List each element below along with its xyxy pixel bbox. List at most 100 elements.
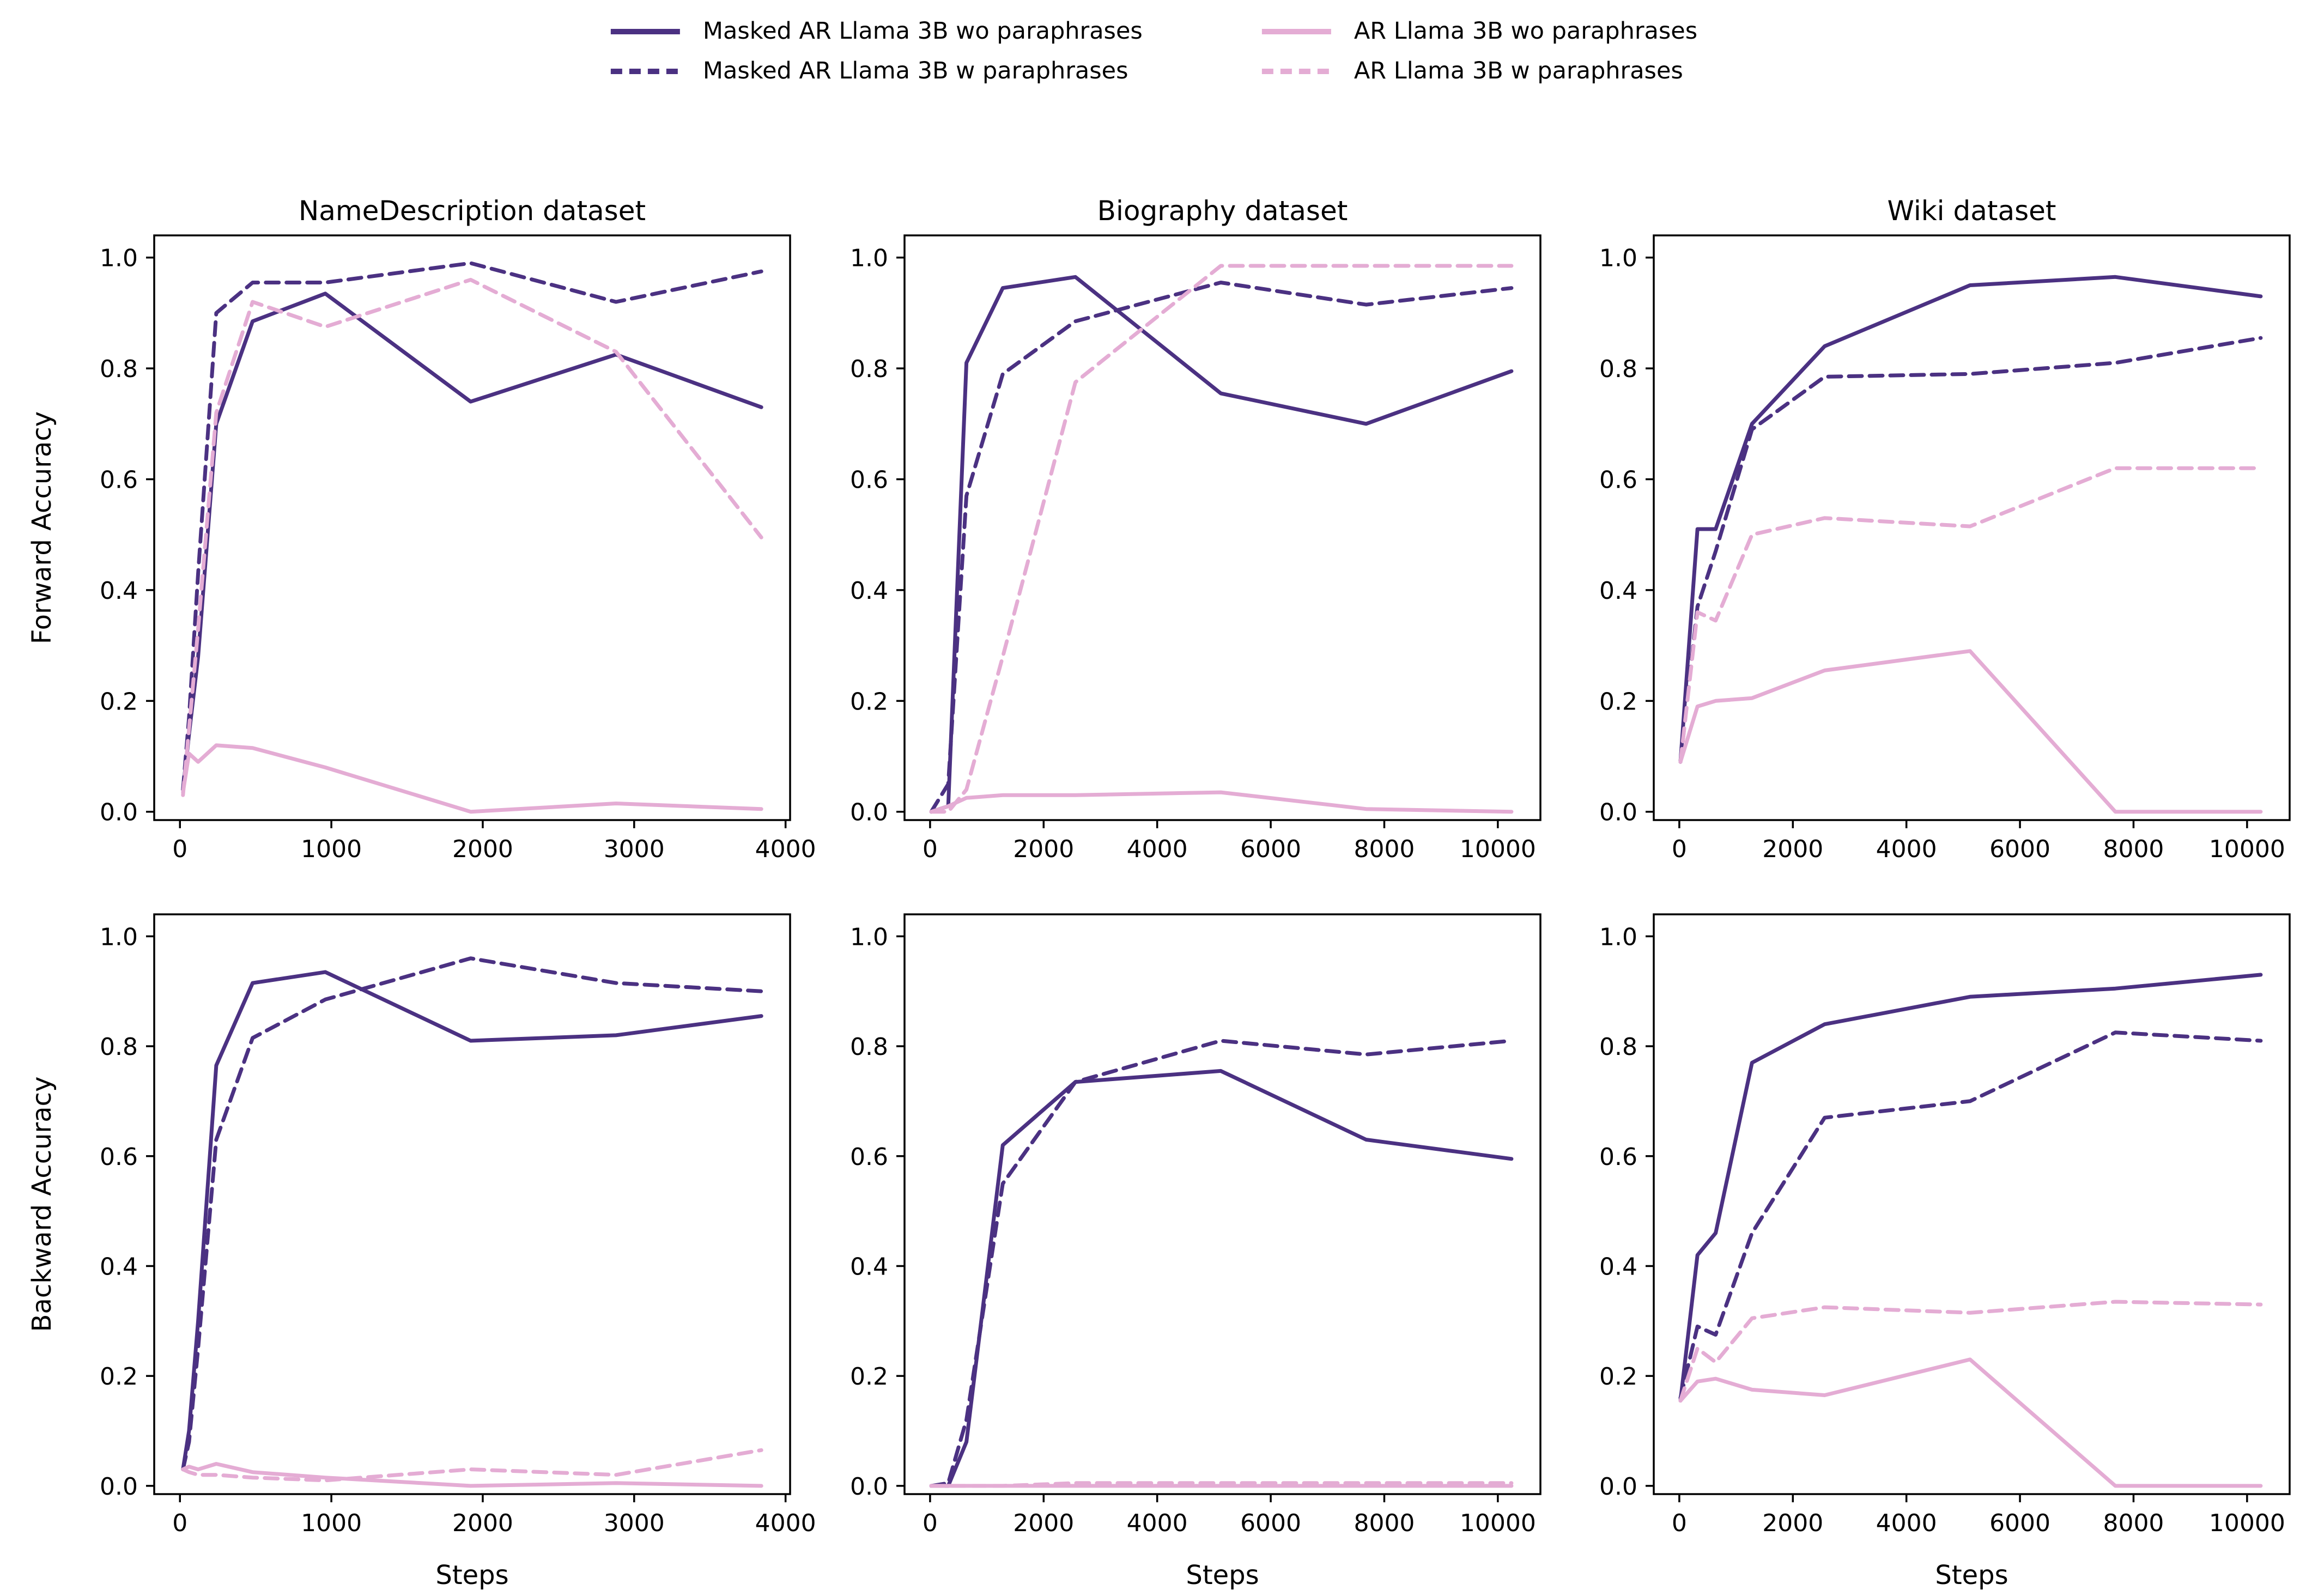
plot-area <box>1678 973 2263 1488</box>
series-line-masked_wo <box>1678 973 2263 1403</box>
x-axis-label: Steps <box>1935 1560 2008 1591</box>
axes-frame <box>903 913 1542 1495</box>
x-tick-label: 8000 <box>2103 835 2164 863</box>
x-tick-label: 4000 <box>755 1509 816 1537</box>
y-tick-label: 0.2 <box>1599 688 1637 715</box>
axes-frame <box>1653 234 2291 821</box>
legend-entry-ar-wo: AR Llama 3B wo paraphrases <box>1260 18 1697 44</box>
y-tick-label: 1.0 <box>100 923 138 951</box>
legend-label: Masked AR Llama 3B wo paraphrases <box>702 17 1143 45</box>
x-tick-label: 2000 <box>452 1509 513 1537</box>
y-tick-label: 0.6 <box>1599 466 1637 494</box>
series-line-masked_w <box>1678 1030 2263 1400</box>
y-tick-label: 0.0 <box>100 799 138 827</box>
x-tick-label: 3000 <box>604 1509 665 1537</box>
y-tick-label: 0.6 <box>850 466 888 494</box>
series-line-ar_wo <box>1678 649 2263 814</box>
y-tick-label: 0.0 <box>1599 1473 1637 1501</box>
x-tick-label: 6000 <box>1240 1509 1301 1537</box>
series-line-ar_wo <box>1678 1357 2263 1488</box>
plot-area <box>929 1039 1514 1488</box>
x-tick-label: 6000 <box>1240 835 1301 863</box>
x-tick-label: 10000 <box>1460 1509 1536 1537</box>
plot-area <box>1678 275 2263 814</box>
x-tick-label: 4000 <box>1127 835 1188 863</box>
series-line-ar_w <box>181 277 763 797</box>
y-tick-label: 0.8 <box>1599 355 1637 383</box>
plot-area <box>181 261 763 814</box>
legend-label: Masked AR Llama 3B w paraphrases <box>702 57 1128 85</box>
y-axis-label: Backward Accuracy <box>27 1077 57 1332</box>
y-tick-label: 0.2 <box>100 688 138 715</box>
series-line-masked_wo <box>929 275 1514 814</box>
legend-line-sample-solid-masked <box>610 28 680 34</box>
x-tick-label: 10000 <box>2209 1509 2285 1537</box>
x-tick-label: 4000 <box>1876 835 1937 863</box>
series-line-masked_w <box>181 261 763 792</box>
x-tick-label: 8000 <box>2103 1509 2164 1537</box>
x-tick-label: 1000 <box>301 1509 362 1537</box>
y-tick-label: 0.2 <box>850 688 888 715</box>
x-tick-label: 2000 <box>1013 835 1074 863</box>
series-line-ar_w <box>1678 1300 2263 1403</box>
chart-panel-forward-namedescription: 0 1000 2000 3000 4000 0.0 0.2 0.4 0.6 0.8 1.0 NameD… <box>27 195 816 863</box>
chart-title: NameDescription dataset <box>299 195 646 227</box>
series-line-masked_wo <box>181 970 763 1472</box>
y-tick-label: 1.0 <box>100 245 138 272</box>
y-tick-label: 1.0 <box>1599 245 1637 272</box>
axes-frame <box>153 913 791 1495</box>
y-tick-label: 0.6 <box>100 1143 138 1171</box>
y-tick-label: 0.2 <box>100 1363 138 1391</box>
y-tick-label: 0.0 <box>1599 799 1637 827</box>
x-tick-label: 6000 <box>1989 835 2050 863</box>
x-tick-label: 0 <box>1672 835 1687 863</box>
series-line-ar_w <box>1678 466 2263 764</box>
y-tick-label: 0.8 <box>850 1033 888 1061</box>
series-line-masked_wo <box>1678 275 2263 764</box>
chart-panel-backward-wiki: 0 2000 4000 6000 8000 10000 0.0 0.2 0.4 0.6 0.8 1.0… <box>1599 913 2291 1591</box>
x-tick-label: 4000 <box>1876 1509 1937 1537</box>
series-line-masked_w <box>1678 336 2263 764</box>
x-tick-label: 8000 <box>1354 1509 1415 1537</box>
series-line-ar_w <box>181 1448 763 1483</box>
plot-area <box>929 264 1514 814</box>
x-tick-label: 4000 <box>1127 1509 1188 1537</box>
y-tick-label: 0.6 <box>1599 1143 1637 1171</box>
series-line-ar_wo <box>181 1462 763 1488</box>
y-tick-label: 0.4 <box>1599 577 1637 605</box>
series-line-ar_wo <box>929 790 1514 814</box>
legend-entry-masked-wo: Masked AR Llama 3B wo paraphrases <box>609 17 1143 45</box>
chart-panel-forward-biography: 0 2000 4000 6000 8000 10000 0.0 0.2 0.4 0.6 0.8 1.0… <box>850 195 1542 863</box>
series-line-masked_w <box>929 281 1514 814</box>
chart-panel-backward-namedescription: 0 1000 2000 3000 4000 0.0 0.2 0.4 0.6 0.8 1.0 Backw… <box>27 913 816 1591</box>
x-tick-label: 10000 <box>2209 835 2285 863</box>
x-tick-label: 1000 <box>301 835 362 863</box>
x-tick-label: 0 <box>172 835 187 863</box>
y-axis-label: Forward Accuracy <box>27 411 57 644</box>
legend-line-sample-dashed-ar <box>1261 68 1331 74</box>
y-tick-label: 0.6 <box>850 1143 888 1171</box>
x-tick-label: 8000 <box>1354 835 1415 863</box>
y-tick-label: 0.4 <box>850 577 888 605</box>
y-tick-label: 0.0 <box>850 1473 888 1501</box>
x-axis-label: Steps <box>435 1560 508 1591</box>
y-tick-label: 0.6 <box>100 466 138 494</box>
y-tick-label: 0.0 <box>850 799 888 827</box>
axes-frame <box>1653 913 2291 1495</box>
series-line-masked_wo <box>929 1069 1514 1488</box>
legend-entry-ar-w: AR Llama 3B w paraphrases <box>1260 58 1697 84</box>
x-tick-label: 0 <box>923 1509 938 1537</box>
x-tick-label: 2000 <box>1762 1509 1823 1537</box>
axes-frame <box>153 234 791 821</box>
y-tick-label: 0.8 <box>850 355 888 383</box>
series-line-ar_w <box>929 1481 1514 1488</box>
x-tick-label: 4000 <box>755 835 816 863</box>
chart-legend: Masked AR Llama 3B wo paraphrases Masked… <box>609 17 1697 85</box>
x-tick-label: 2000 <box>1013 1509 1074 1537</box>
chart-panel-backward-biography: 0 2000 4000 6000 8000 10000 0.0 0.2 0.4 0.6 0.8 1.0… <box>850 913 1542 1591</box>
x-tick-label: 6000 <box>1989 1509 2050 1537</box>
series-line-ar_w <box>929 264 1514 814</box>
series-line-masked_w <box>929 1039 1514 1488</box>
series-line-masked_wo <box>181 292 763 792</box>
x-tick-label: 0 <box>172 1509 187 1537</box>
